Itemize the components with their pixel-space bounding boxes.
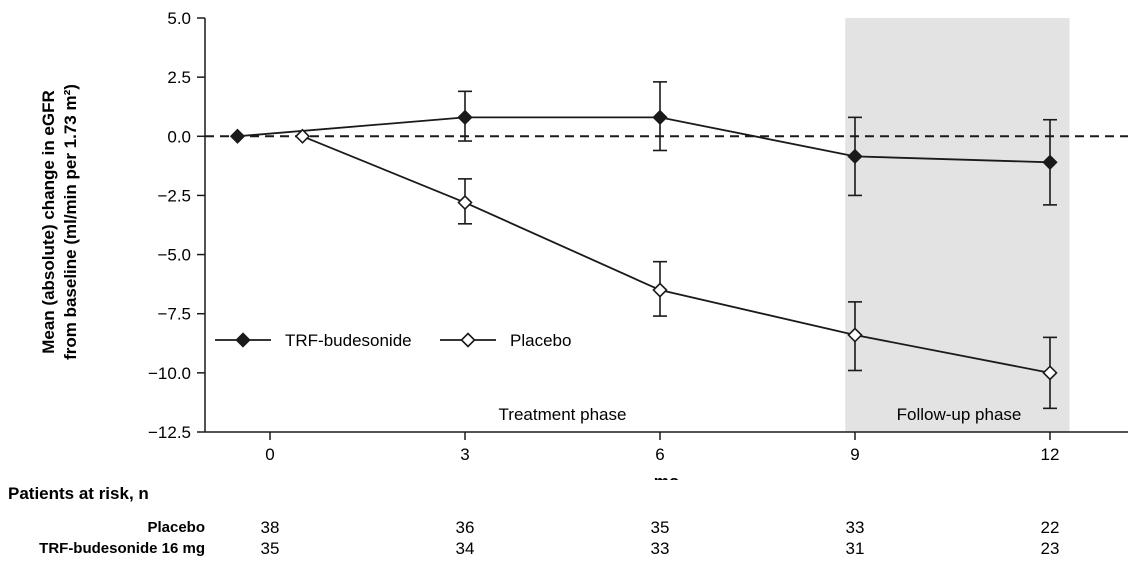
y-tick-label: −12.5 — [148, 423, 191, 442]
placebo-point — [459, 196, 472, 209]
legend-marker — [462, 334, 475, 347]
y-tick-label: −2.5 — [157, 186, 191, 205]
risk-value: 23 — [1030, 539, 1070, 559]
chart-canvas: 5.0 2.5 0.0 −2.5 −5.0 −7.5 −10.0 −12.5 0 3 6 9 12 mo T… — [0, 0, 1132, 480]
legend-label: Placebo — [510, 331, 571, 350]
trf-budesonide-point — [231, 130, 244, 143]
risk-value: 38 — [250, 518, 290, 538]
placebo-point — [654, 284, 667, 297]
risk-value: 34 — [445, 539, 485, 559]
risk-value: 33 — [640, 539, 680, 559]
risk-value: 22 — [1030, 518, 1070, 538]
risk-value: 36 — [445, 518, 485, 538]
x-tick-label: 3 — [460, 445, 469, 464]
trf-budesonide-point — [459, 111, 472, 124]
risk-row-label: Placebo — [0, 519, 205, 536]
risk-table-title: Patients at risk, n — [8, 484, 149, 504]
legend-item-trf-budesonide: TRF-budesonide — [215, 331, 412, 350]
risk-value: 35 — [640, 518, 680, 538]
y-tick-label: −10.0 — [148, 364, 191, 383]
y-tick-label: −7.5 — [157, 305, 191, 324]
y-tick-label: 0.0 — [167, 127, 191, 146]
y-tick-label: 2.5 — [167, 68, 191, 87]
phase-label: Treatment phase — [499, 405, 627, 424]
legend-marker — [237, 334, 250, 347]
risk-value: 35 — [250, 539, 290, 559]
legend-item-placebo: Placebo — [440, 331, 571, 350]
y-axis-title-line-1: Mean (absolute) change in eGFR — [38, 84, 60, 360]
x-tick-label: 9 — [850, 445, 859, 464]
x-axis-title: mo — [654, 472, 680, 480]
phase-label: Follow-up phase — [897, 405, 1022, 424]
y-axis-title-line-2: from baseline (ml/min per 1.73 m²) — [60, 84, 82, 360]
risk-row-label: TRF-budesonide 16 mg — [0, 540, 205, 557]
legend-label: TRF-budesonide — [285, 331, 412, 350]
risk-value: 33 — [835, 518, 875, 538]
risk-value: 31 — [835, 539, 875, 559]
y-tick-label: −5.0 — [157, 246, 191, 265]
x-tick-label: 0 — [265, 445, 274, 464]
x-tick-label: 6 — [655, 445, 664, 464]
x-tick-label: 12 — [1041, 445, 1060, 464]
y-tick-label: 5.0 — [167, 9, 191, 28]
trf-budesonide-point — [654, 111, 667, 124]
legend: TRF-budesonide Placebo — [215, 331, 571, 350]
